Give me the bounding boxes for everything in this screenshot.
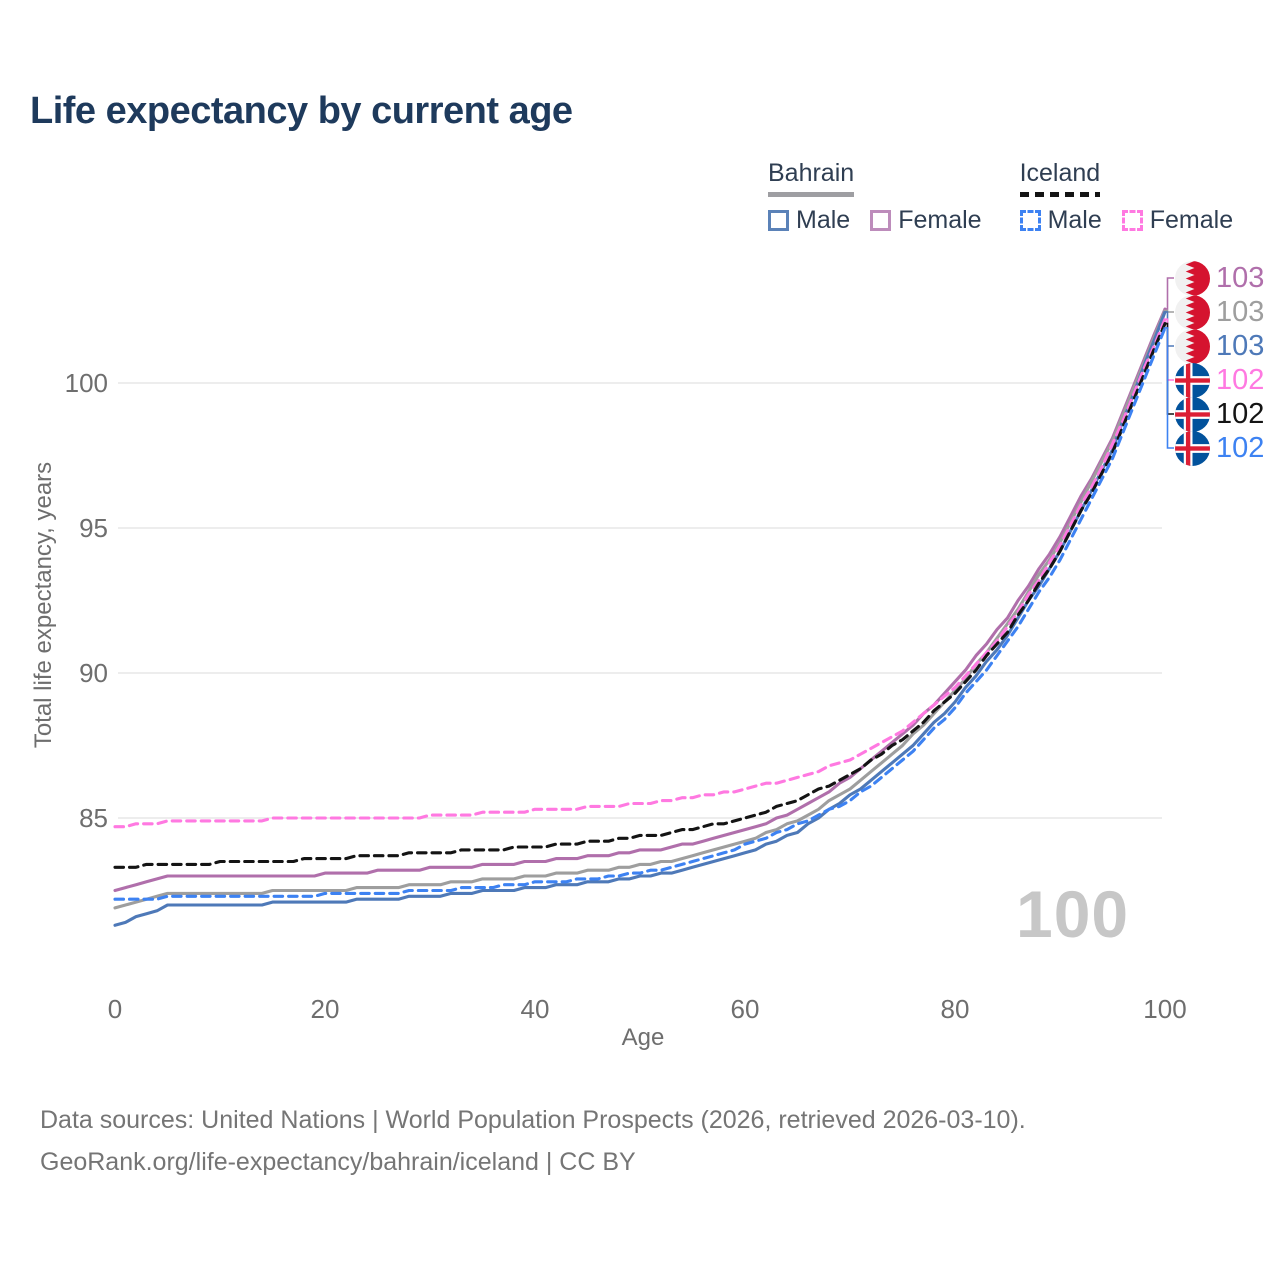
legend-item-label-female: Female xyxy=(898,205,982,234)
legend-group-iceland: Iceland Male Female xyxy=(1019,159,1234,235)
y-tick-label-85: 85 xyxy=(79,803,108,833)
end-label-row-iceland-both-sexes: 102 xyxy=(1175,396,1265,432)
legend-items-iceland: Male Female xyxy=(1019,205,1234,235)
x-tick-label-0: 0 xyxy=(107,994,123,1024)
callout-connector-iceland-both-sexes xyxy=(1163,322,1174,415)
end-label-row-bahrain-both-sexes: 103 xyxy=(1175,294,1265,330)
legend-swatch-bahrain-male xyxy=(768,209,789,231)
footer-attribution: GeoRank.org/life-expectancy/bahrain/icel… xyxy=(40,1148,636,1176)
end-value-bahrain-female: 103 xyxy=(1216,261,1265,294)
legend-swatch-iceland-male xyxy=(1019,209,1041,231)
series-line-iceland-male[interactable] xyxy=(113,326,1167,901)
series-lines xyxy=(113,307,1167,927)
iceland-flag-icon xyxy=(1175,396,1210,432)
series-line-bahrain-both-sexes[interactable] xyxy=(113,308,1167,910)
y-axis-title: Total life expectancy, years xyxy=(30,461,57,749)
legend-bahrain-both-sexes-swatch xyxy=(768,191,855,197)
series-line-bahrain-male[interactable] xyxy=(113,310,1167,927)
footer-data-sources: Data sources: United Nations | World Pop… xyxy=(40,1106,1026,1134)
x-tick-label-40: 40 xyxy=(520,994,550,1024)
legend-group-bahrain: Bahrain Male Female xyxy=(768,159,982,235)
end-label-row-iceland-female: 102 xyxy=(1175,362,1265,398)
end-value-iceland-female: 102 xyxy=(1216,363,1265,396)
end-label-row-bahrain-male: 103 xyxy=(1175,328,1265,364)
end-value-bahrain-male: 103 xyxy=(1216,329,1265,362)
legend-item-label-female: Female xyxy=(1149,205,1234,234)
legend-items-bahrain: Male Female xyxy=(768,206,982,235)
page-title: Life expectancy by current age xyxy=(30,90,573,132)
callout-connector-iceland-male xyxy=(1163,327,1174,449)
y-tick-label-90: 90 xyxy=(79,658,108,688)
legend-item-bahrain-female[interactable]: Female xyxy=(870,205,982,235)
end-label-row-iceland-male: 102 xyxy=(1175,430,1265,466)
end-value-iceland-male: 102 xyxy=(1216,431,1265,464)
end-value-iceland-both-sexes: 102 xyxy=(1216,397,1265,430)
end-label-row-bahrain-female: 103 xyxy=(1175,260,1265,296)
bahrain-flag-icon xyxy=(1175,328,1210,364)
legend-group-title-bahrain[interactable]: Bahrain xyxy=(768,159,855,197)
x-tick-label-60: 60 xyxy=(730,994,760,1024)
legend-group-title-iceland[interactable]: Iceland xyxy=(1019,159,1101,197)
series-line-iceland-female[interactable] xyxy=(113,317,1167,829)
legend-item-label-male: Male xyxy=(1047,205,1102,234)
legend-item-label-male: Male xyxy=(796,205,851,234)
series-line-bahrain-female[interactable] xyxy=(113,307,1167,893)
gridlines xyxy=(118,382,1162,819)
legend-item-iceland-female[interactable]: Female xyxy=(1121,205,1234,235)
y-tick-label-95: 95 xyxy=(79,513,108,543)
legend-swatch-bahrain-female xyxy=(870,209,892,231)
callout-connectors xyxy=(1163,277,1174,449)
legend-item-iceland-male[interactable]: Male xyxy=(1019,205,1102,235)
iceland-flag-icon xyxy=(1175,362,1210,398)
x-tick-label-20: 20 xyxy=(310,994,340,1024)
legend-iceland-both-sexes-swatch xyxy=(1019,191,1101,197)
hover-age-watermark: 100 xyxy=(1016,877,1130,951)
end-value-bahrain-both-sexes: 103 xyxy=(1216,295,1265,328)
legend: Bahrain Male Female Iceland Male Female xyxy=(768,159,1234,235)
series-line-iceland-both-sexes[interactable] xyxy=(113,322,1167,869)
x-tick-label-100: 100 xyxy=(1143,994,1187,1024)
legend-swatch-iceland-female xyxy=(1121,209,1143,231)
bahrain-flag-icon xyxy=(1175,260,1210,296)
x-axis-title: Age xyxy=(621,1024,665,1051)
bahrain-flag-icon xyxy=(1175,294,1210,330)
x-tick-label-80: 80 xyxy=(940,994,970,1024)
iceland-flag-icon xyxy=(1175,430,1210,466)
legend-item-bahrain-male[interactable]: Male xyxy=(768,206,850,235)
y-tick-label-100: 100 xyxy=(64,368,108,398)
callout-connector-bahrain-female xyxy=(1163,277,1174,310)
